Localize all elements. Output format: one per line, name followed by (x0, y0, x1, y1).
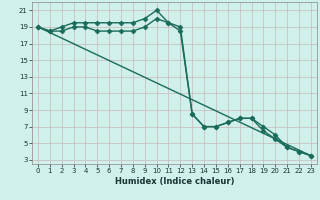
X-axis label: Humidex (Indice chaleur): Humidex (Indice chaleur) (115, 177, 234, 186)
